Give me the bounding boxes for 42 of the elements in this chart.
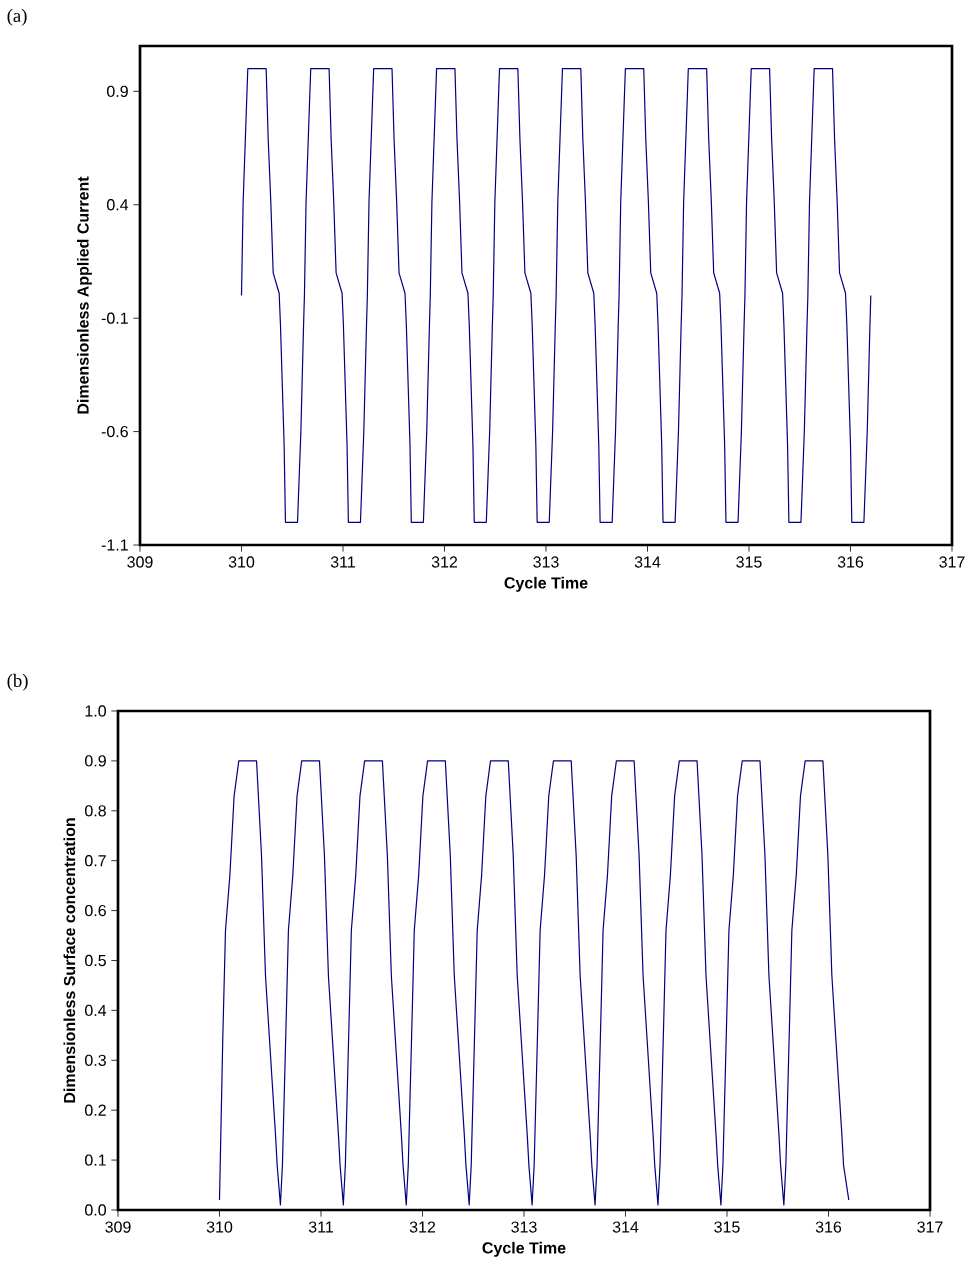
- y-tick-label: 0.4: [85, 1004, 107, 1017]
- x-tick-label: 313: [511, 1221, 537, 1233]
- x-tick-label: 310: [206, 1221, 233, 1233]
- y-tick-label: 1.0: [85, 705, 107, 717]
- x-tick-label: 315: [714, 1221, 740, 1233]
- x-axis-title: Cycle Time: [482, 1241, 566, 1257]
- x-tick-label: 316: [815, 1221, 842, 1233]
- x-axis-title: Cycle Time: [504, 576, 588, 592]
- line-series: [240, 68, 872, 523]
- y-tick-label: 0.0: [85, 1204, 107, 1216]
- y-tick-label: 0.7: [85, 855, 106, 867]
- line-series: [218, 760, 850, 1206]
- y-tick-label: 0.1: [85, 1154, 106, 1166]
- x-tick-label: 312: [431, 556, 458, 568]
- chart-title: (b): [7, 673, 28, 691]
- y-tick-label: 0.9: [85, 755, 106, 767]
- y-tick-label: -0.6: [101, 425, 128, 438]
- y-tick-label: 0.2: [85, 1104, 106, 1116]
- x-tick-label: 309: [127, 556, 153, 568]
- y-axis-title: Dimensionless Applied Current: [76, 176, 92, 414]
- x-tick-label: 311: [330, 556, 355, 568]
- y-axis-title: Dimensionless Surface concentration: [63, 818, 76, 1103]
- y-tick-label: 0.4: [107, 199, 129, 211]
- x-tick-label: 311: [308, 1221, 333, 1233]
- x-tick-label: 317: [917, 1221, 943, 1233]
- y-tick-label: 0.8: [85, 805, 106, 817]
- x-tick-label: 310: [228, 556, 255, 568]
- chart-title: (a): [7, 8, 27, 26]
- y-tick-label: -0.1: [101, 312, 128, 324]
- x-tick-label: 312: [409, 1221, 436, 1233]
- x-tick-label: 309: [105, 1221, 131, 1233]
- y-tick-label: 0.5: [85, 954, 106, 967]
- x-tick-label: 317: [939, 556, 965, 568]
- x-tick-label: 316: [837, 556, 864, 568]
- y-tick-label: -1.1: [101, 539, 128, 551]
- y-tick-label: 0.9: [107, 85, 128, 98]
- x-tick-label: 314: [634, 556, 661, 568]
- y-tick-label: 0.6: [85, 904, 106, 917]
- x-tick-label: 314: [612, 1221, 639, 1233]
- y-tick-label: 0.3: [85, 1054, 106, 1066]
- x-tick-label: 315: [736, 556, 762, 568]
- x-tick-label: 313: [533, 556, 559, 568]
